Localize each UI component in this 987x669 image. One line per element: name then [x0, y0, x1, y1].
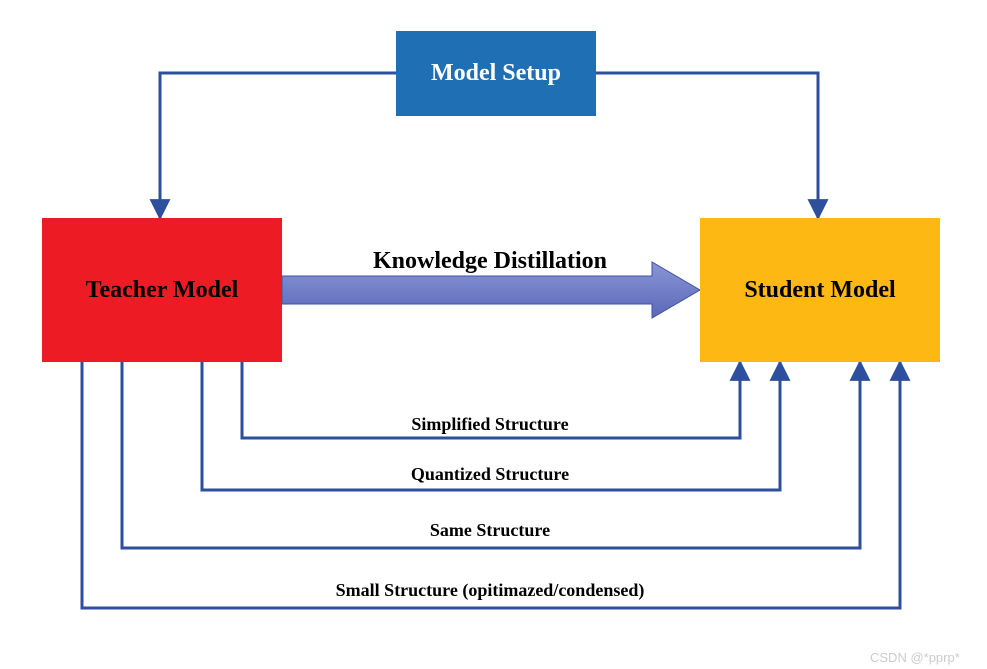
knowledge-distillation-label: Knowledge Distillation — [240, 248, 740, 275]
student-model-label: Student Model — [744, 277, 895, 304]
model-setup-node: Model Setup — [396, 31, 596, 116]
teacher-model-label: Teacher Model — [86, 277, 239, 304]
model-setup-label: Model Setup — [431, 60, 561, 87]
same-structure-label: Same Structure — [240, 520, 740, 541]
teacher-model-node: Teacher Model — [42, 218, 282, 362]
quantized-structure-label: Quantized Structure — [240, 464, 740, 485]
student-model-node: Student Model — [700, 218, 940, 362]
watermark-text: CSDN @*pprp* — [870, 650, 960, 665]
simplified-structure-label: Simplified Structure — [240, 414, 740, 435]
small-structure-label: Small Structure (opitimazed/condensed) — [240, 580, 740, 601]
